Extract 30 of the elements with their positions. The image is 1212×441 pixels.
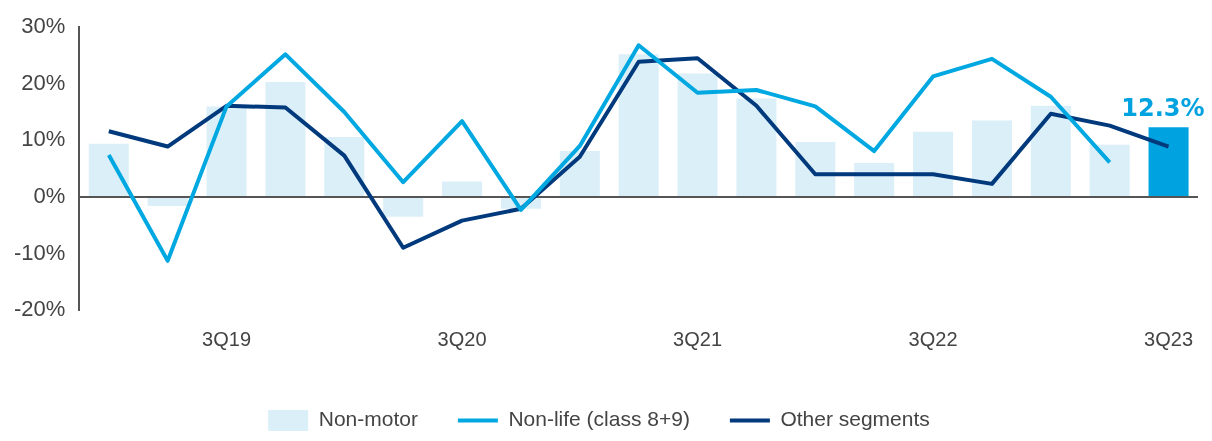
bar	[442, 181, 483, 196]
y-tick-label: 30%	[21, 13, 66, 39]
bar	[677, 73, 718, 196]
x-tick-label: 3Q23	[1144, 327, 1194, 350]
x-tick-label: 3Q21	[673, 327, 723, 350]
bar	[1089, 144, 1130, 196]
bar	[795, 142, 836, 196]
legend-label: Other segments	[780, 407, 930, 431]
bar	[265, 82, 306, 196]
bar	[971, 120, 1012, 196]
legend-label: Non-life (class 8+9)	[508, 407, 690, 431]
bar	[1030, 105, 1071, 196]
bar	[736, 98, 777, 196]
legend-label: Non-motor	[318, 407, 418, 431]
y-tick-label: -10%	[14, 239, 66, 265]
bar	[88, 143, 129, 196]
y-tick-label: 10%	[21, 126, 66, 152]
y-tick-label: -20%	[14, 296, 66, 322]
data-label: 12.3%	[1121, 93, 1205, 122]
bar	[913, 131, 954, 196]
bar	[618, 54, 659, 196]
bar	[206, 106, 247, 196]
y-tick-label: 20%	[21, 69, 66, 95]
bar	[147, 197, 188, 206]
y-tick-label: 0%	[33, 182, 66, 208]
x-tick-label: 3Q19	[202, 327, 252, 350]
x-tick-label: 3Q22	[908, 327, 958, 350]
x-tick-label: 3Q20	[437, 327, 487, 350]
bar	[383, 197, 424, 217]
bar	[1148, 127, 1189, 196]
